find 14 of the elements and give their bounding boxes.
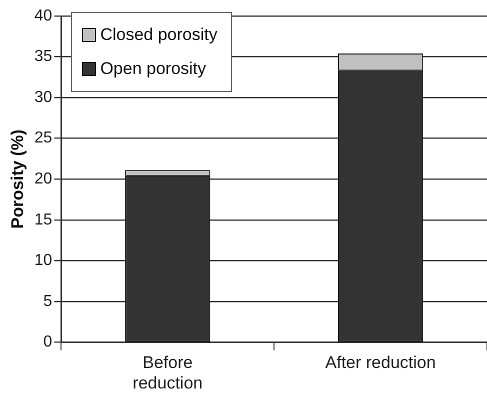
x-tick-label: Before reduction: [132, 353, 203, 392]
y-axis-title: Porosity (%): [8, 130, 27, 229]
y-tick-label: 25: [34, 130, 52, 147]
y-tick-label: 0: [43, 334, 52, 351]
legend-label: Closed porosity: [100, 25, 218, 45]
legend-label: Open porosity: [100, 59, 206, 79]
y-tick-label: 10: [34, 252, 52, 270]
x-tick-label: After reduction: [325, 353, 436, 372]
y-tick-label: 5: [43, 292, 52, 310]
y-tick-label: 35: [34, 48, 52, 66]
y-tick-label: 30: [34, 88, 52, 106]
y-tick-label: 20: [34, 170, 52, 188]
y-tick-label: 15: [34, 211, 52, 228]
y-tick-label: 40: [34, 7, 52, 24]
